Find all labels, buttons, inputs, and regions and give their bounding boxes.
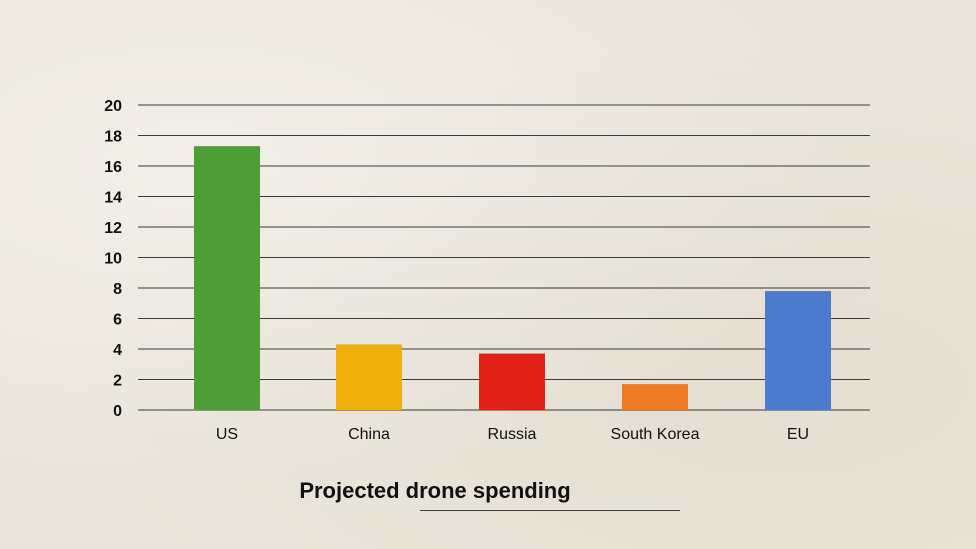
y-tick-label: 10 xyxy=(104,251,122,268)
y-tick-label: 8 xyxy=(113,281,122,298)
y-tick-label: 16 xyxy=(104,159,122,176)
x-category-label: China xyxy=(348,426,390,443)
x-category-label: Russia xyxy=(488,426,537,443)
x-category-label: US xyxy=(216,426,238,443)
chart-title: Projected drone spending xyxy=(299,478,571,503)
y-tick-label: 18 xyxy=(104,129,122,146)
y-tick-label: 12 xyxy=(104,220,122,237)
y-tick-label: 4 xyxy=(113,342,122,359)
y-tick-label: 14 xyxy=(104,190,122,207)
x-category-label: EU xyxy=(787,426,809,443)
y-tick-label: 20 xyxy=(104,98,122,115)
x-category-label: South Korea xyxy=(611,426,700,443)
bar-russia xyxy=(479,353,545,410)
bar-south-korea xyxy=(622,384,688,410)
title-underline xyxy=(420,510,680,511)
bar-china xyxy=(336,344,402,410)
bar-us xyxy=(194,146,260,411)
y-axis-ticks: 0 2 4 6 8 10 12 14 16 18 20 xyxy=(104,98,122,420)
y-tick-label: 2 xyxy=(113,373,122,390)
bars xyxy=(194,146,831,411)
bar-eu xyxy=(765,291,831,410)
y-tick-label: 6 xyxy=(113,312,122,329)
y-tick-label: 0 xyxy=(113,403,122,420)
x-axis-labels: US China Russia South Korea EU xyxy=(216,426,809,443)
